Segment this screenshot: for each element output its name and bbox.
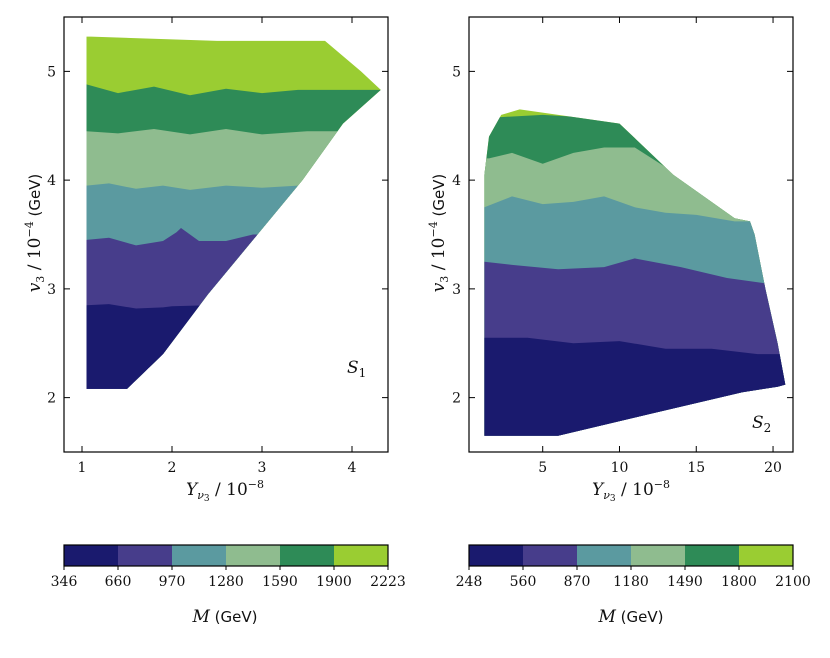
x-tick-label-s1: 3 bbox=[258, 460, 267, 476]
y-tick-label-s2: 5 bbox=[452, 64, 461, 80]
x-axis-label-s2: Yν3 / 10−8 bbox=[592, 478, 670, 504]
y-tick-label-s2: 4 bbox=[452, 173, 461, 189]
colorbar-tick-label-s1: 1900 bbox=[316, 574, 352, 590]
colorbar-segment-s1 bbox=[280, 545, 335, 566]
colorbar-s1: 346 660 970 1280 1590 1900 2223 bbox=[51, 544, 406, 590]
x-tick-label-s2: 20 bbox=[764, 460, 782, 476]
colorbar-segment-s1 bbox=[64, 545, 119, 566]
colorbar-segment-s2 bbox=[469, 545, 524, 566]
y-tick-label-s2: 3 bbox=[452, 282, 461, 298]
colorbar-segment-s1 bbox=[226, 545, 281, 566]
y-axis-label-s1: v3 / 10−4 (GeV) bbox=[23, 174, 47, 293]
colorbar-tick-label-s1: 346 bbox=[51, 574, 78, 590]
contour-band-s2-level-0 bbox=[484, 337, 786, 436]
x-tick-label-s1: 2 bbox=[168, 460, 177, 476]
colorbar-tick-label-s2: 560 bbox=[510, 574, 537, 590]
y-tick-label-s2: 2 bbox=[452, 391, 461, 407]
colorbar-tick-label-s2: 870 bbox=[564, 574, 591, 590]
colorbar-tick-label-s1: 660 bbox=[105, 574, 132, 590]
axis-ticks-s2: 5 10 15 20 2 3 4 5 bbox=[452, 17, 793, 476]
axis-ticks-s1: 1 2 3 4 2 3 4 5 bbox=[47, 17, 388, 476]
y-tick-label-s1: 2 bbox=[47, 391, 56, 407]
colorbar-tick-label-s2: 1180 bbox=[613, 574, 649, 590]
panel-s2: 5 10 15 20 2 3 4 5 S2 Yν3 / 10−8 v3 / 10−4 (GeV… bbox=[427, 16, 794, 504]
contour-bands-s1 bbox=[86, 36, 381, 389]
colorbar-segment-s2 bbox=[739, 545, 794, 566]
y-tick-label-s1: 4 bbox=[47, 173, 56, 189]
colorbar-segment-s1 bbox=[172, 545, 227, 566]
panel-label-s1: S1 bbox=[347, 358, 366, 380]
colorbar-tick-label-s2: 1490 bbox=[667, 574, 703, 590]
colorbar-tick-label-s1: 2223 bbox=[370, 574, 406, 590]
x-axis-label-s1: Yν3 / 10−8 bbox=[186, 478, 264, 504]
colorbar-tick-label-s1: 1590 bbox=[262, 574, 298, 590]
x-tick-label-s1: 1 bbox=[78, 460, 87, 476]
contour-bands-s2 bbox=[484, 109, 786, 436]
colorbar-tick-label-s2: 1800 bbox=[721, 574, 757, 590]
plot-frame-s2 bbox=[468, 16, 794, 453]
x-tick-label-s1: 4 bbox=[348, 460, 357, 476]
y-tick-label-s1: 3 bbox=[47, 282, 56, 298]
colorbar-segment-s1 bbox=[334, 545, 389, 566]
panel-s1: 1 2 3 4 2 3 4 5 S1 Yν3 / 10−8 v3 / 10−4 (GeV) bbox=[23, 16, 389, 504]
x-tick-label-s2: 5 bbox=[538, 460, 547, 476]
contour-band-s1-level-0 bbox=[86, 304, 381, 389]
panel-label-s2: S2 bbox=[752, 413, 771, 435]
colorbar-segment-s1 bbox=[118, 545, 173, 566]
colorbar-segment-s2 bbox=[523, 545, 578, 566]
colorbar-segment-s2 bbox=[685, 545, 740, 566]
colorbar-label-s1: M (GeV) bbox=[191, 607, 257, 627]
colorbar-s2: 248 560 870 1180 1490 1800 2100 bbox=[456, 544, 811, 590]
colorbar-tick-label-s2: 248 bbox=[456, 574, 483, 590]
colorbar-segment-s2 bbox=[631, 545, 686, 566]
y-axis-label-s2: v3 / 10−4 (GeV) bbox=[427, 174, 451, 293]
colorbar-label-s2: M (GeV) bbox=[597, 607, 663, 627]
colorbar-tick-label-s1: 1280 bbox=[208, 574, 244, 590]
x-tick-label-s2: 10 bbox=[611, 460, 629, 476]
colorbar-tick-label-s2: 2100 bbox=[775, 574, 811, 590]
plot-frame-s1 bbox=[63, 16, 389, 453]
colorbar-segment-s2 bbox=[577, 545, 632, 566]
y-tick-label-s1: 5 bbox=[47, 64, 56, 80]
colorbar-tick-label-s1: 970 bbox=[159, 574, 186, 590]
x-tick-label-s2: 15 bbox=[687, 460, 705, 476]
